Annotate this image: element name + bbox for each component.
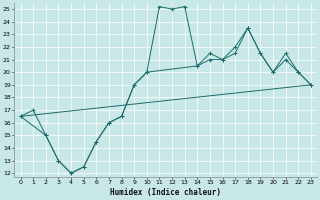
X-axis label: Humidex (Indice chaleur): Humidex (Indice chaleur) (110, 188, 221, 197)
